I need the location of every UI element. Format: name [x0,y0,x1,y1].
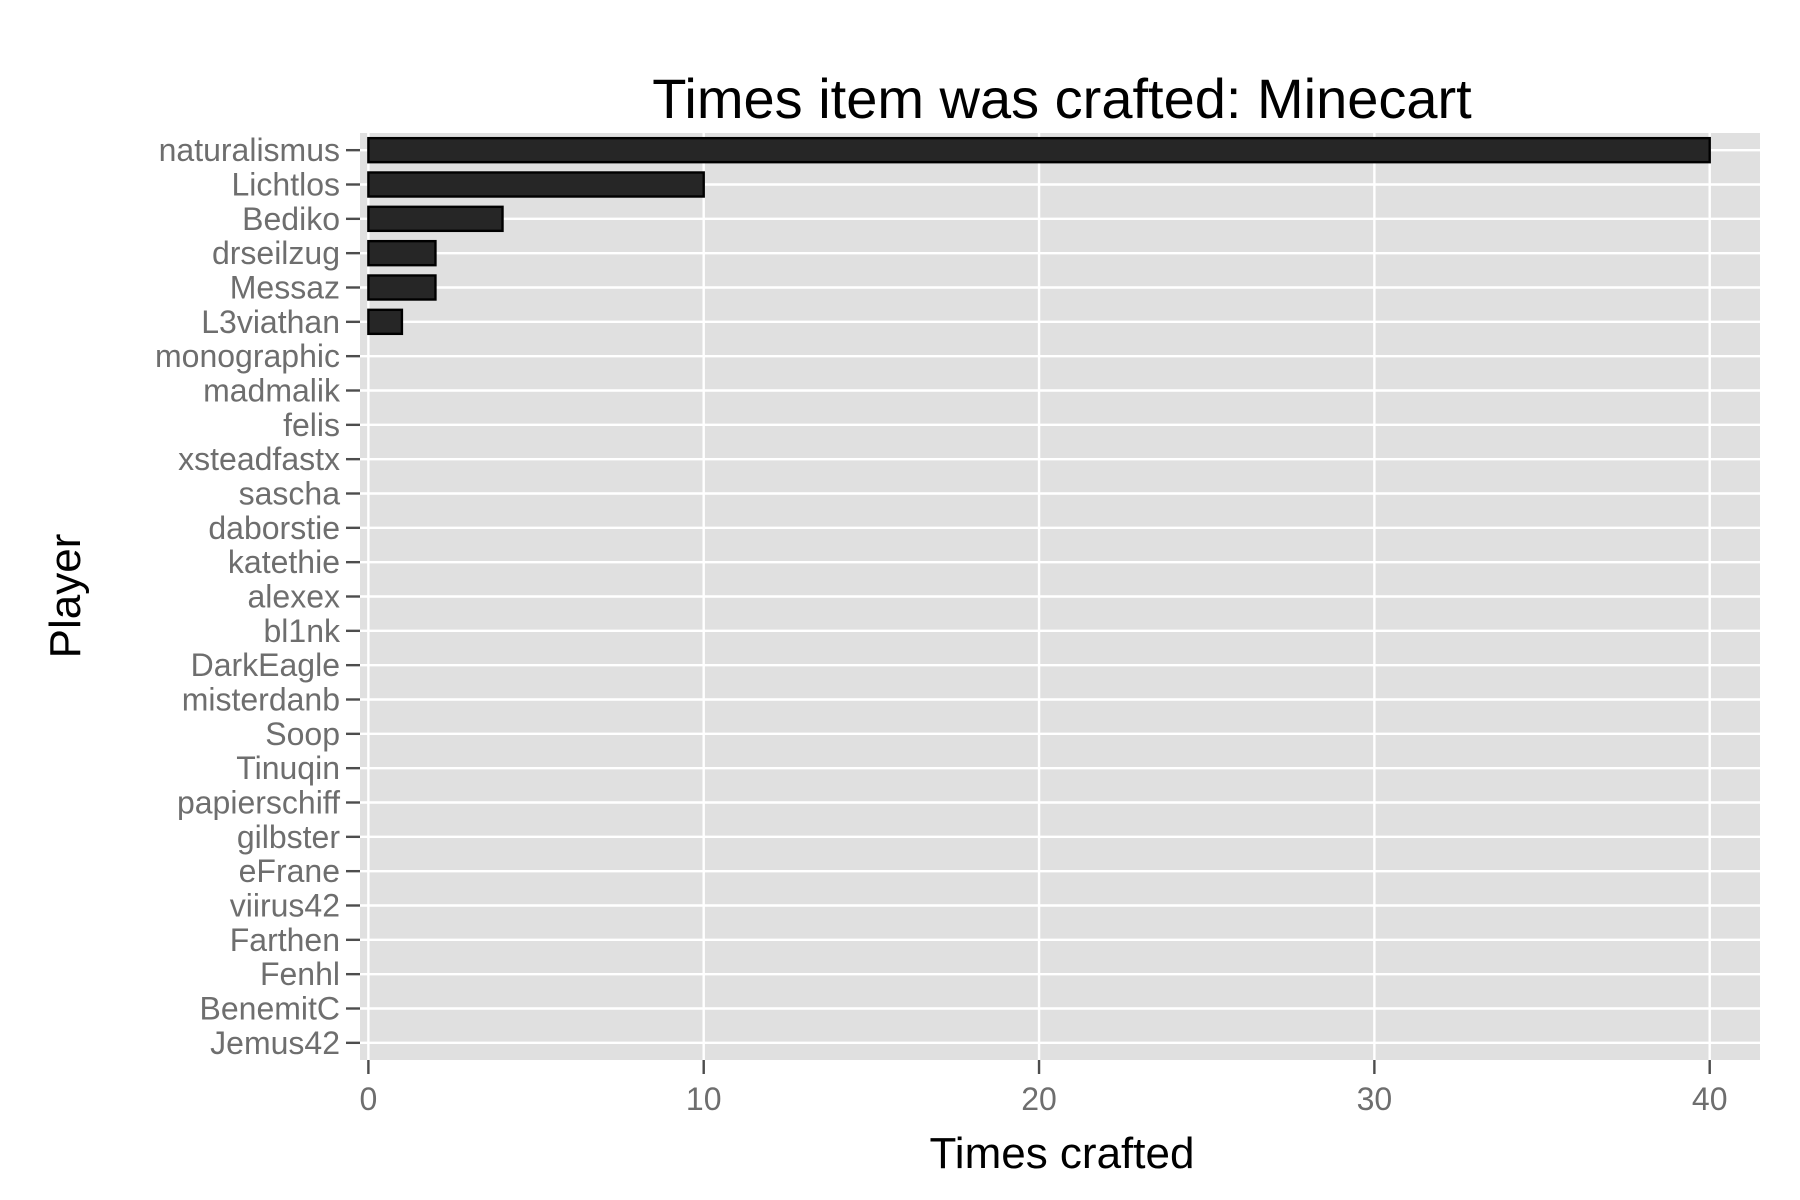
y-tick-label: madmalik [203,373,341,409]
y-tick-label: L3viathan [201,304,340,340]
y-tick-label: papierschiff [177,785,340,821]
y-tick-label: gilbster [237,819,341,855]
bar [367,136,1711,164]
y-tick-label: Soop [265,716,340,752]
y-tick-label: katethie [228,544,340,580]
y-tick-label: DarkEagle [191,647,340,683]
y-axis-title: Player [41,534,90,659]
y-tick-label: felis [283,407,340,443]
y-tick-label: Lichtlos [232,167,341,203]
y-tick-label: viirus42 [230,888,340,924]
bar [367,308,404,336]
x-tick-label: 20 [1021,1081,1057,1117]
y-tick-label: Bediko [242,201,340,237]
y-tick-label: xsteadfastx [178,441,340,477]
y-tick-label: Messaz [230,270,340,306]
y-tick-label: alexex [248,579,341,615]
y-tick-label: bl1nk [264,613,342,649]
y-tick-label: Jemus42 [210,1025,340,1061]
y-tick-label: sascha [239,476,341,512]
y-axis-ticks: naturalismusLichtlosBedikodrseilzugMessa… [155,132,360,1061]
chart-title: Times item was crafted: Minecart [652,67,1472,130]
x-tick-label: 40 [1692,1081,1728,1117]
bar [367,205,504,233]
bar [367,239,437,267]
y-tick-label: daborstie [208,510,340,546]
x-tick-label: 30 [1357,1081,1393,1117]
bar [367,274,437,301]
y-tick-label: monographic [155,338,340,374]
y-tick-label: BenemitC [200,991,341,1027]
bar [367,171,705,198]
x-tick-label: 0 [359,1081,377,1117]
y-tick-label: Tinuqin [236,750,340,786]
x-tick-label: 10 [686,1081,722,1117]
y-tick-label: misterdanb [182,682,340,718]
x-axis-ticks: 0 10 20 30 40 [359,1060,1727,1117]
y-tick-label: eFrane [239,853,340,889]
bars [367,136,1711,336]
y-tick-label: naturalismus [159,132,340,168]
y-tick-label: drseilzug [212,235,340,271]
y-tick-label: Fenhl [260,956,340,992]
y-tick-label: Farthen [230,922,340,958]
x-axis-title: Times crafted [930,1129,1195,1178]
